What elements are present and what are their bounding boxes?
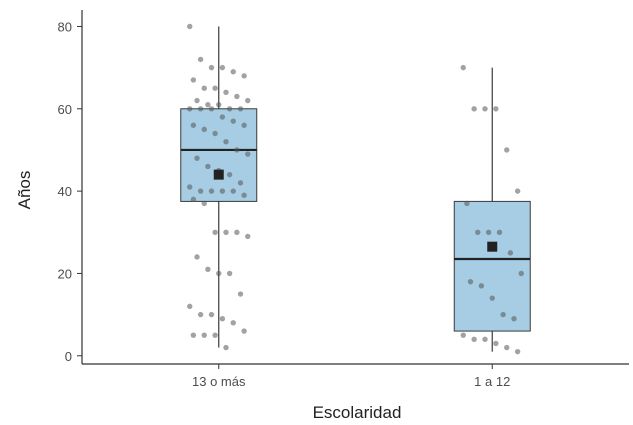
data-point	[226, 106, 233, 112]
data-point	[467, 278, 474, 285]
data-point	[223, 229, 229, 235]
data-point	[212, 130, 218, 137]
data-point	[237, 180, 244, 186]
data-point	[471, 106, 477, 112]
data-point	[245, 151, 251, 157]
data-point	[241, 328, 247, 334]
data-point	[208, 106, 215, 112]
data-point	[464, 200, 470, 207]
data-point	[241, 192, 247, 198]
data-point	[190, 196, 197, 203]
data-point	[226, 171, 233, 178]
data-point	[241, 122, 247, 128]
data-point	[212, 229, 218, 235]
y-tick-label: 80	[58, 19, 72, 34]
data-point	[489, 295, 495, 301]
data-point	[197, 106, 204, 112]
data-point	[223, 344, 229, 351]
plot-area	[180, 23, 531, 355]
x-axis-title: Escolaridad	[313, 403, 402, 422]
data-point	[194, 97, 200, 104]
data-point	[475, 229, 481, 235]
data-point	[245, 233, 251, 240]
data-point	[460, 64, 466, 71]
data-point	[245, 97, 251, 104]
y-tick-label: 40	[58, 184, 72, 199]
data-point	[460, 332, 466, 338]
data-point	[234, 147, 240, 153]
data-point	[194, 254, 200, 260]
data-point	[201, 332, 207, 338]
data-point	[478, 283, 485, 289]
data-point	[504, 344, 510, 351]
data-point	[201, 126, 207, 133]
data-point	[190, 122, 197, 128]
box	[453, 200, 531, 332]
mean-marker	[213, 169, 224, 180]
data-point	[514, 188, 521, 194]
data-point	[223, 139, 229, 145]
data-point	[493, 106, 499, 112]
data-point	[514, 348, 521, 355]
data-point	[493, 340, 499, 347]
y-tick-label: 20	[58, 266, 72, 281]
data-point	[223, 89, 229, 96]
y-axis-title: Años	[15, 171, 34, 210]
data-point	[219, 316, 226, 322]
x-tick-label: 13 o más	[192, 374, 246, 389]
data-point	[226, 270, 233, 277]
data-point	[219, 64, 226, 71]
data-point	[205, 101, 211, 108]
data-point	[201, 85, 207, 91]
data-point	[237, 106, 244, 112]
data-point	[197, 56, 204, 63]
data-point	[205, 266, 211, 273]
data-point	[496, 229, 503, 235]
data-point	[482, 106, 488, 112]
data-point	[212, 332, 218, 338]
data-point	[205, 163, 211, 170]
data-point	[197, 311, 204, 318]
mean-marker	[487, 241, 498, 252]
data-point	[485, 229, 492, 235]
data-point	[187, 106, 193, 112]
data-point	[471, 336, 477, 343]
data-point	[208, 311, 215, 318]
data-point	[230, 188, 236, 194]
y-tick-label: 60	[58, 102, 72, 117]
data-point	[216, 101, 222, 108]
data-point	[237, 291, 244, 297]
x-tick-label: 1 a 12	[474, 374, 510, 389]
axis-ticks: 0 20 40 60 80 13 o más 1 a 12	[58, 19, 511, 389]
data-point	[201, 200, 207, 207]
data-point	[500, 311, 506, 318]
data-point	[230, 69, 236, 75]
data-point	[518, 270, 524, 277]
data-point	[208, 64, 215, 71]
data-point	[504, 147, 510, 153]
data-point	[197, 188, 204, 194]
data-point	[241, 73, 247, 79]
data-point	[482, 336, 488, 343]
y-tick-label: 0	[65, 349, 72, 364]
data-point	[212, 85, 218, 91]
data-point	[511, 316, 517, 322]
data-point	[190, 332, 197, 338]
data-point	[230, 320, 236, 326]
data-point	[216, 270, 222, 277]
data-point	[234, 229, 240, 235]
data-point	[208, 188, 215, 194]
data-point	[234, 93, 240, 100]
data-point	[187, 303, 193, 310]
data-point	[219, 188, 226, 194]
data-point	[194, 155, 200, 161]
data-point	[187, 23, 193, 30]
data-point	[230, 118, 236, 124]
data-point	[219, 114, 226, 120]
data-point	[187, 184, 193, 190]
data-point	[190, 77, 197, 83]
data-point	[507, 250, 514, 256]
